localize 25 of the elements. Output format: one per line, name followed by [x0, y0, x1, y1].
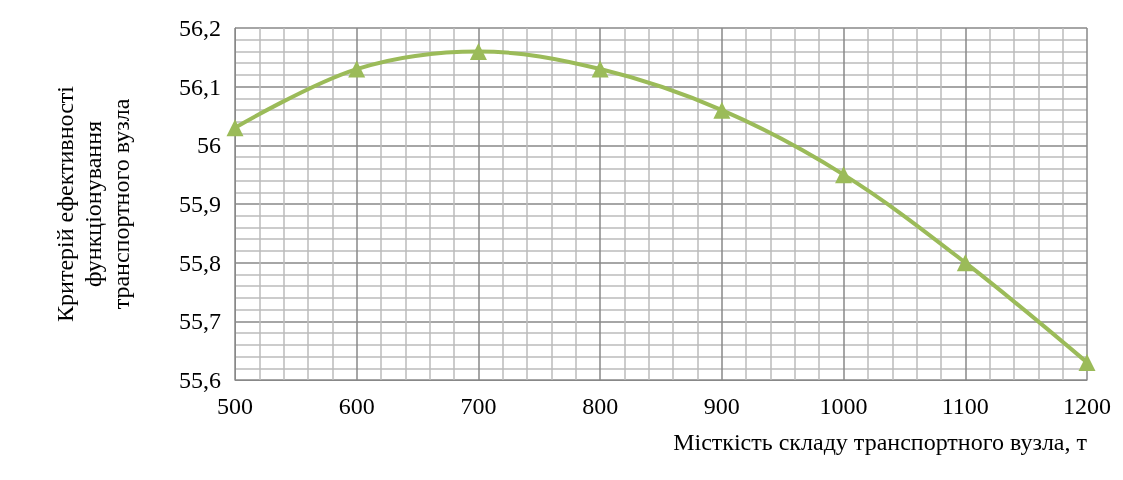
x-tick-label: 1200 — [1063, 393, 1111, 419]
point — [713, 101, 731, 119]
point — [835, 166, 853, 184]
x-tick-label: 800 — [582, 393, 619, 419]
y-tick-label: 56 — [197, 132, 221, 159]
x-tick-label: 500 — [217, 393, 253, 419]
x-tick-label: 1000 — [819, 393, 868, 419]
x-tick-label: 700 — [460, 393, 497, 419]
y-tick-label: 56,1 — [179, 73, 221, 100]
point — [469, 42, 487, 60]
y-axis-title: Критерій ефективності функціонування транспортного вузла — [52, 85, 134, 322]
point — [226, 119, 244, 137]
x-tick-label: 900 — [703, 393, 740, 419]
y-tick-label: 55,9 — [179, 191, 221, 217]
x-axis-title: Місткість складу транспортного вузла, т — [673, 429, 1088, 455]
point — [1078, 353, 1096, 371]
y-tick-label: 55,6 — [179, 367, 221, 393]
y-tick-label: 55,7 — [179, 308, 221, 335]
point — [956, 254, 974, 272]
point — [348, 60, 366, 78]
x-tick-label: 1100 — [941, 393, 989, 419]
point — [591, 60, 609, 78]
y-tick-label: 55,8 — [179, 249, 221, 276]
x-tick-label: 600 — [338, 393, 375, 419]
y-tick-label: 56,2 — [179, 15, 221, 41]
